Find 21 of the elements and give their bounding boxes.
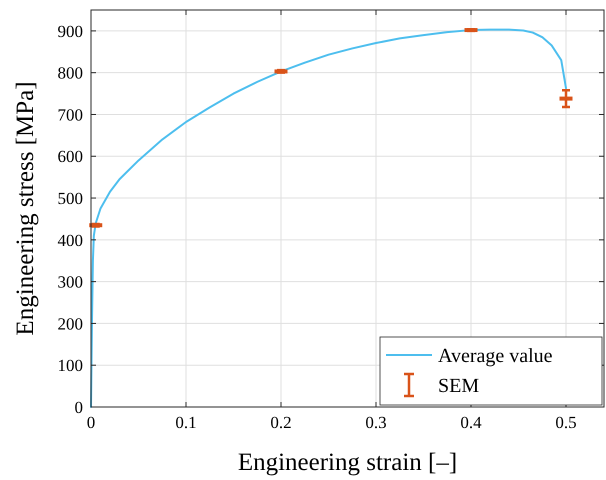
x-axis-title: Engineering strain [–] [238,449,458,476]
y-tick-label: 900 [58,22,83,41]
x-tick-label: 0.5 [555,413,577,432]
line-series [90,28,567,408]
x-tick-label: 0 [86,413,96,432]
legend-label: SEM [438,375,480,397]
y-axis-title: Engineering stress [MPa] [12,81,39,336]
y-tick-label: 500 [58,189,83,208]
y-tick-label: 600 [58,147,83,166]
y-tick-label: 300 [58,272,83,292]
legend-label: Average value [438,345,553,367]
x-tick-label: 0.2 [270,413,292,432]
y-tick-label: 400 [58,230,83,250]
y-tick-label: 100 [58,356,83,376]
y-tick-label: 200 [58,314,83,334]
y-tick-label: 700 [58,105,83,124]
x-tick-label: 0.4 [460,413,482,432]
x-tick-label: 0.1 [175,413,197,432]
y-tick-label: 800 [58,64,83,83]
x-tick-label: 0.3 [365,413,387,432]
y-tick-label: 0 [74,398,83,417]
